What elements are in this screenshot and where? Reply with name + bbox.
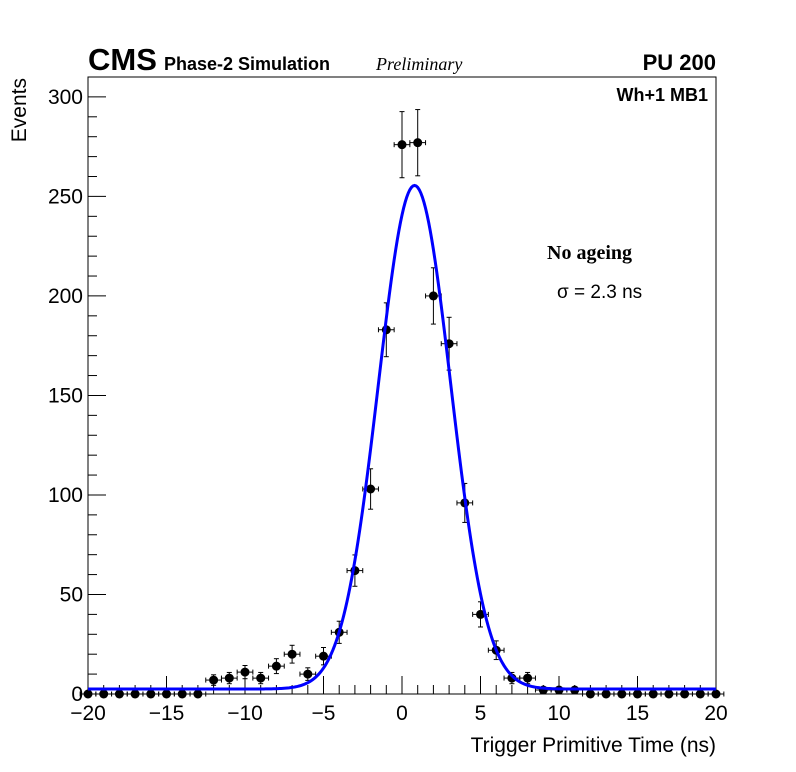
x-tick-label: 10 [547,702,570,725]
x-axis-label: Trigger Primitive Time (ns) [471,734,716,757]
data-point [644,689,662,699]
data-point [597,689,615,699]
data-point [660,689,678,699]
data-point [158,689,175,699]
data-point [111,689,128,699]
data-point [236,665,254,680]
pileup-label: PU 200 [643,50,716,75]
x-tick-label: −15 [149,702,185,725]
y-tick-label: 50 [60,583,83,606]
data-point [707,689,725,699]
data-point [629,689,646,699]
data-point [126,689,144,699]
x-tick-label: 15 [626,702,649,725]
data-point [613,689,631,699]
y-tick-label: 0 [71,683,83,706]
data-point [205,674,222,686]
x-tick-label: 20 [704,702,727,725]
y-tick-label: 300 [48,86,83,109]
data-point [220,671,238,685]
data-point [676,689,693,699]
data-point [252,671,270,685]
data-point [409,109,427,177]
y-tick-label: 150 [48,384,83,407]
x-tick-label: −10 [227,702,263,725]
x-tick-label: −20 [70,702,106,725]
x-tick-label: 5 [475,702,487,725]
x-tick-label: −5 [312,702,336,725]
y-tick-label: 100 [48,484,83,507]
gaussian-fit-curve [88,183,716,691]
y-tick-label: 200 [48,285,83,308]
sigma-annotation: σ = 2.3 ns [557,282,642,303]
data-point [268,658,285,675]
y-axis-label: Events [8,78,31,142]
phase2-simulation-label: Phase-2 Simulation [164,54,330,74]
data-point [283,644,301,664]
data-point [393,111,411,179]
preliminary-label: Preliminary [375,54,462,74]
data-points [79,109,725,699]
ageing-annotation: No ageing [547,242,632,264]
region-label: Wh+1 MB1 [616,85,708,105]
data-point [173,689,191,699]
cms-label: CMS [88,42,157,77]
data-point [142,689,160,699]
x-tick-label: 0 [396,702,408,725]
data-point [691,689,709,699]
data-point [519,671,536,685]
data-point [189,689,207,699]
data-point [582,689,599,699]
y-tick-label: 250 [48,185,83,208]
data-point [95,689,113,699]
x-axis: −20 −15 −10 −5 0 5 10 15 20 [70,676,728,725]
y-axis: 0 50 100 150 200 250 300 [48,76,106,706]
